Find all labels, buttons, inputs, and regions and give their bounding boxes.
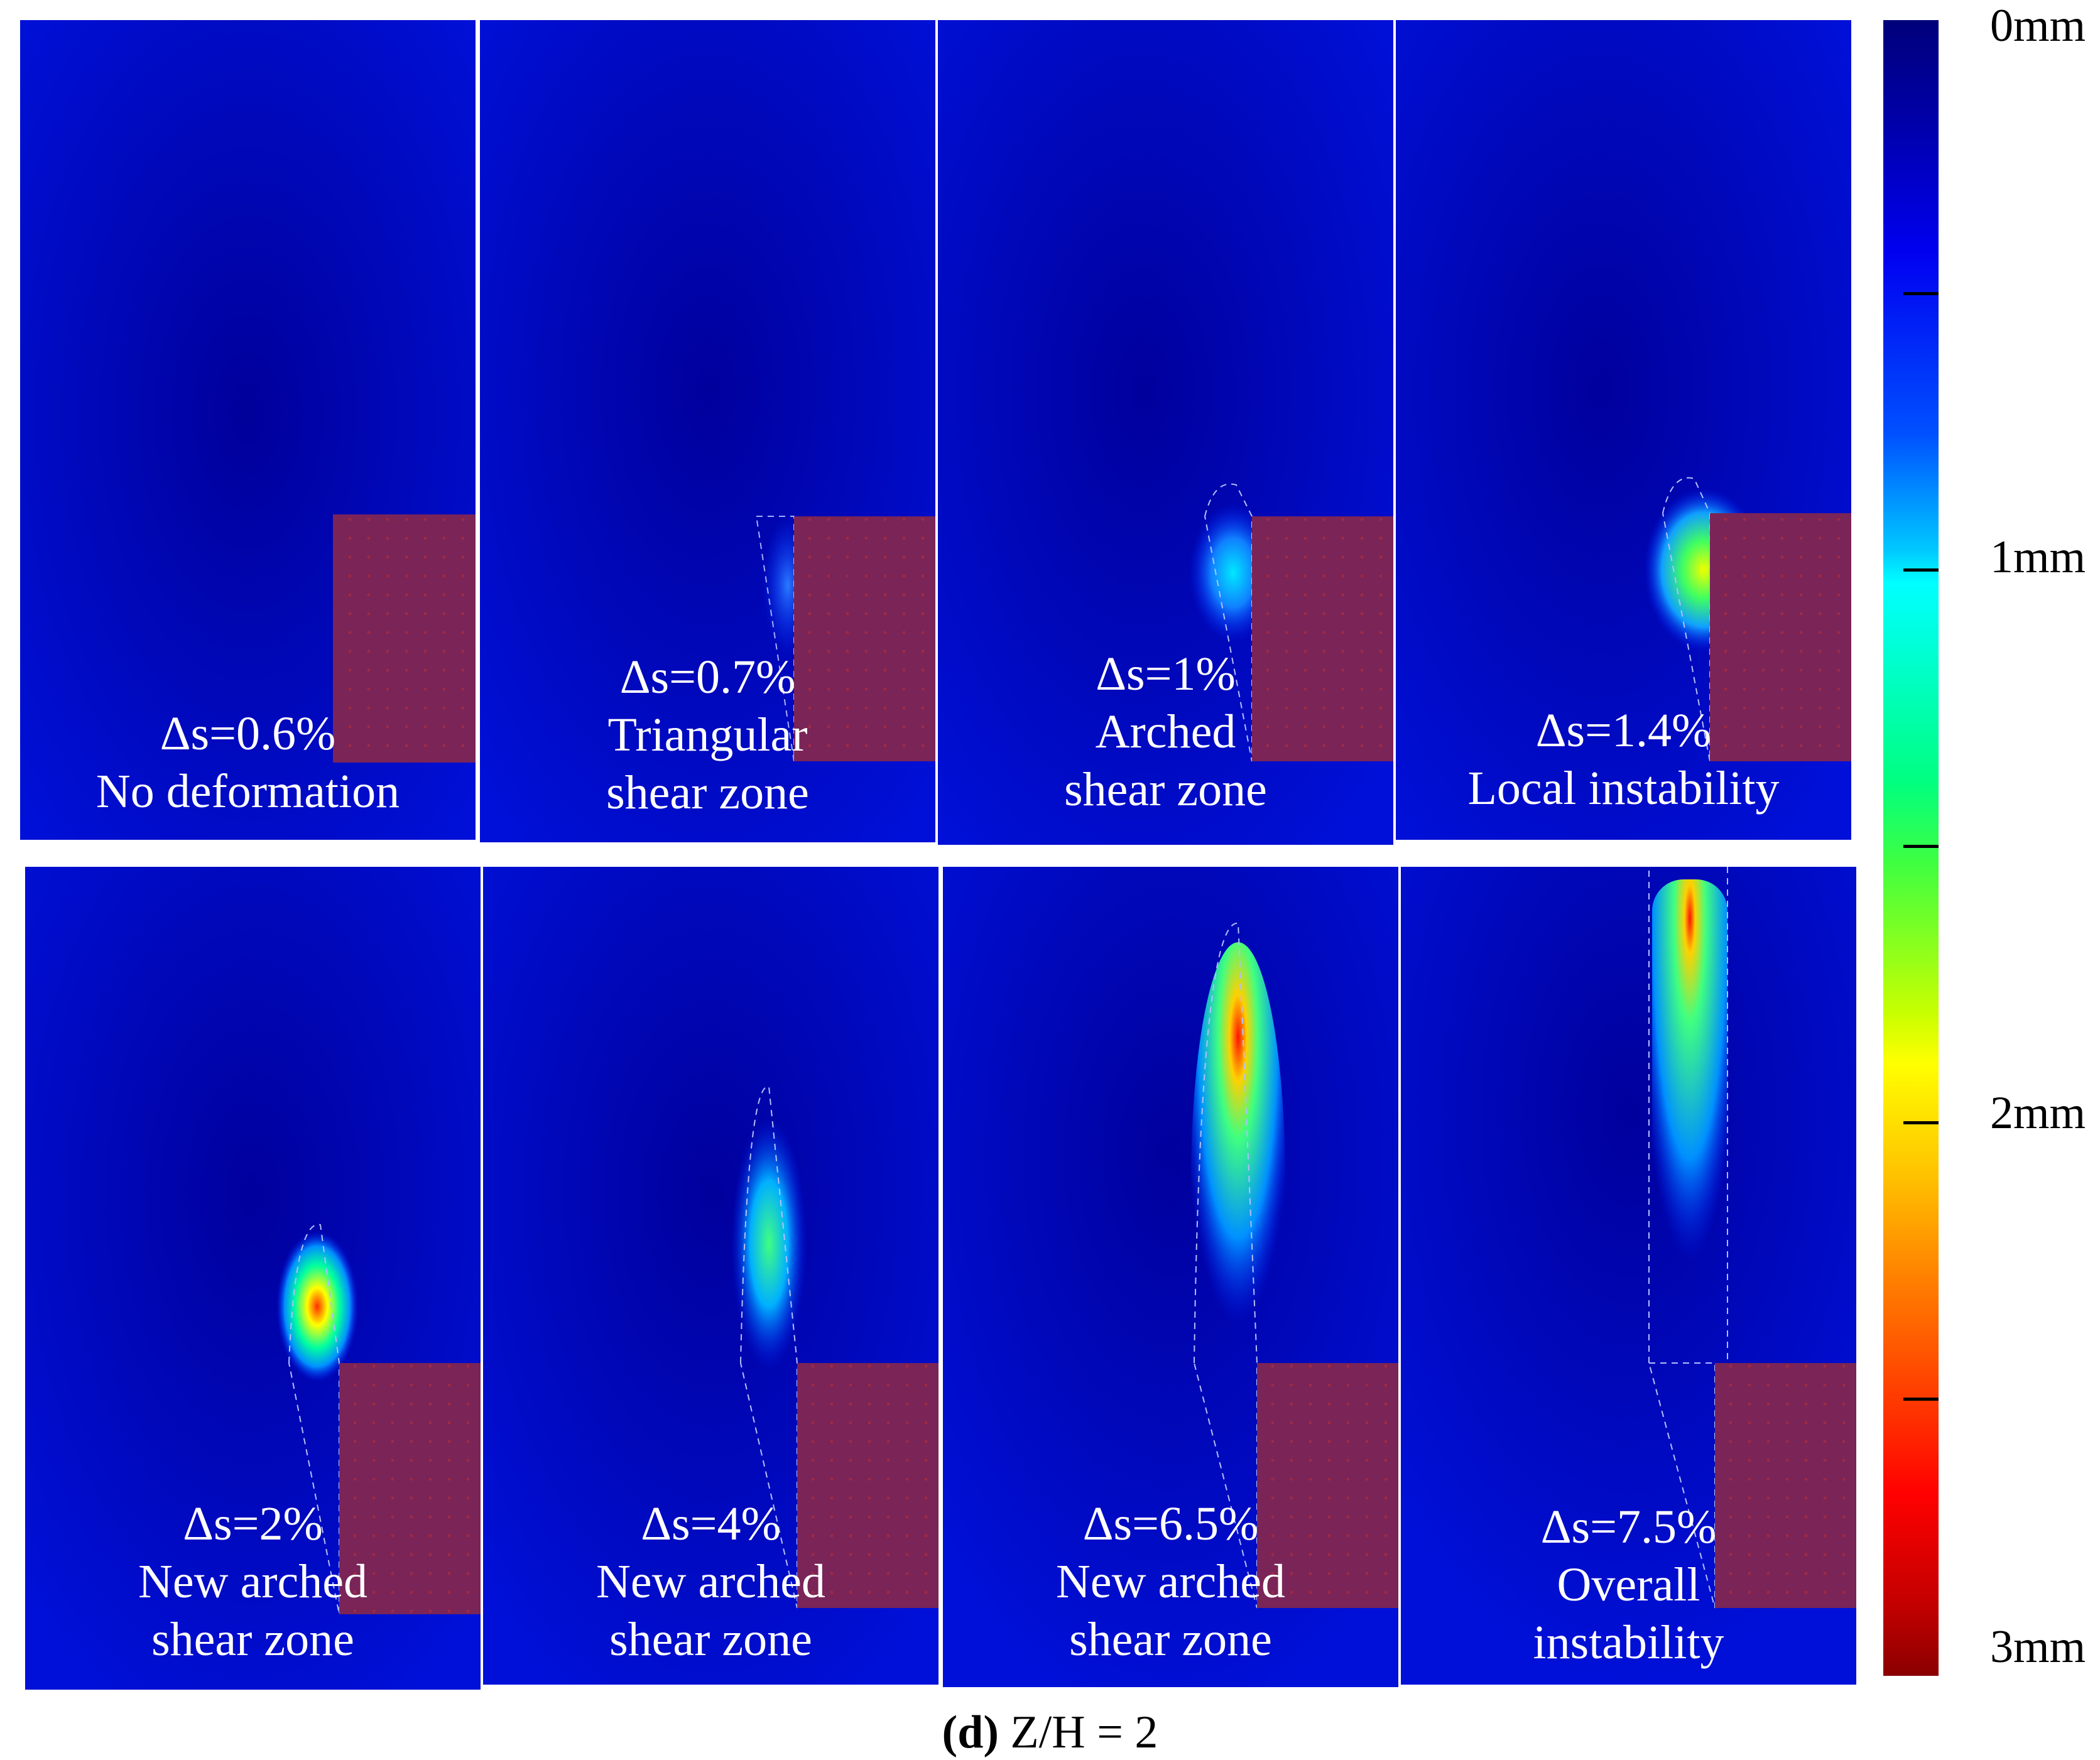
caption-text: Z/H = 2 <box>999 1707 1158 1758</box>
colorbar-tick <box>1903 292 1939 295</box>
panel-label-2: Δs=0.7% Triangular shear zone <box>606 651 809 819</box>
panel-8: Δs=7.5% Overall instability <box>1401 867 1856 1685</box>
displacement-field-2 <box>480 20 935 842</box>
panel-5: Δs=2% New arched shear zone <box>25 867 481 1690</box>
displacement-field-1 <box>20 20 476 840</box>
displacement-field-6 <box>483 867 938 1685</box>
colorbar <box>1883 20 1939 1676</box>
colorbar-label-1: 1mm <box>1990 531 2086 583</box>
panel-label-1: Δs=0.6% No deformation <box>95 707 400 818</box>
panel-1: Δs=0.6% No deformation <box>20 20 476 840</box>
panel-7: Δs=6.5% New arched shear zone <box>943 867 1398 1687</box>
colorbar-label-2: 2mm <box>1990 1087 2086 1139</box>
panel-label-4: Δs=1.4% Local instability <box>1467 704 1780 815</box>
panel-label-6: Δs=4% New arched shear zone <box>596 1497 825 1666</box>
displacement-field-4 <box>1396 20 1851 840</box>
displacement-field-8 <box>1401 867 1856 1685</box>
colorbar-tick <box>1903 1398 1939 1401</box>
panel-label-3: Δs=1% Arched shear zone <box>1064 648 1267 816</box>
panel-label-5: Δs=2% New arched shear zone <box>138 1497 367 1666</box>
colorbar-tick <box>1903 568 1939 572</box>
panel-label-7: Δs=6.5% New arched shear zone <box>1055 1497 1285 1666</box>
displacement-field-5 <box>25 867 481 1690</box>
panel-label-8: Δs=7.5% Overall instability <box>1533 1501 1724 1669</box>
panel-4: Δs=1.4% Local instability <box>1396 20 1851 840</box>
panel-3: Δs=1% Arched shear zone <box>938 20 1393 845</box>
colorbar-label-0: 0mm <box>1990 0 2086 52</box>
colorbar-tick <box>1903 845 1939 848</box>
colorbar-label-3: 3mm <box>1990 1621 2086 1673</box>
figure-caption: (d) Z/H = 2 <box>0 1707 2100 1757</box>
caption-letter: (d) <box>942 1707 999 1758</box>
panel-6: Δs=4% New arched shear zone <box>483 867 938 1685</box>
panel-2: Δs=0.7% Triangular shear zone <box>480 20 935 842</box>
displacement-field-7 <box>943 867 1398 1687</box>
colorbar-tick <box>1903 1121 1939 1124</box>
displacement-field-3 <box>938 20 1393 845</box>
